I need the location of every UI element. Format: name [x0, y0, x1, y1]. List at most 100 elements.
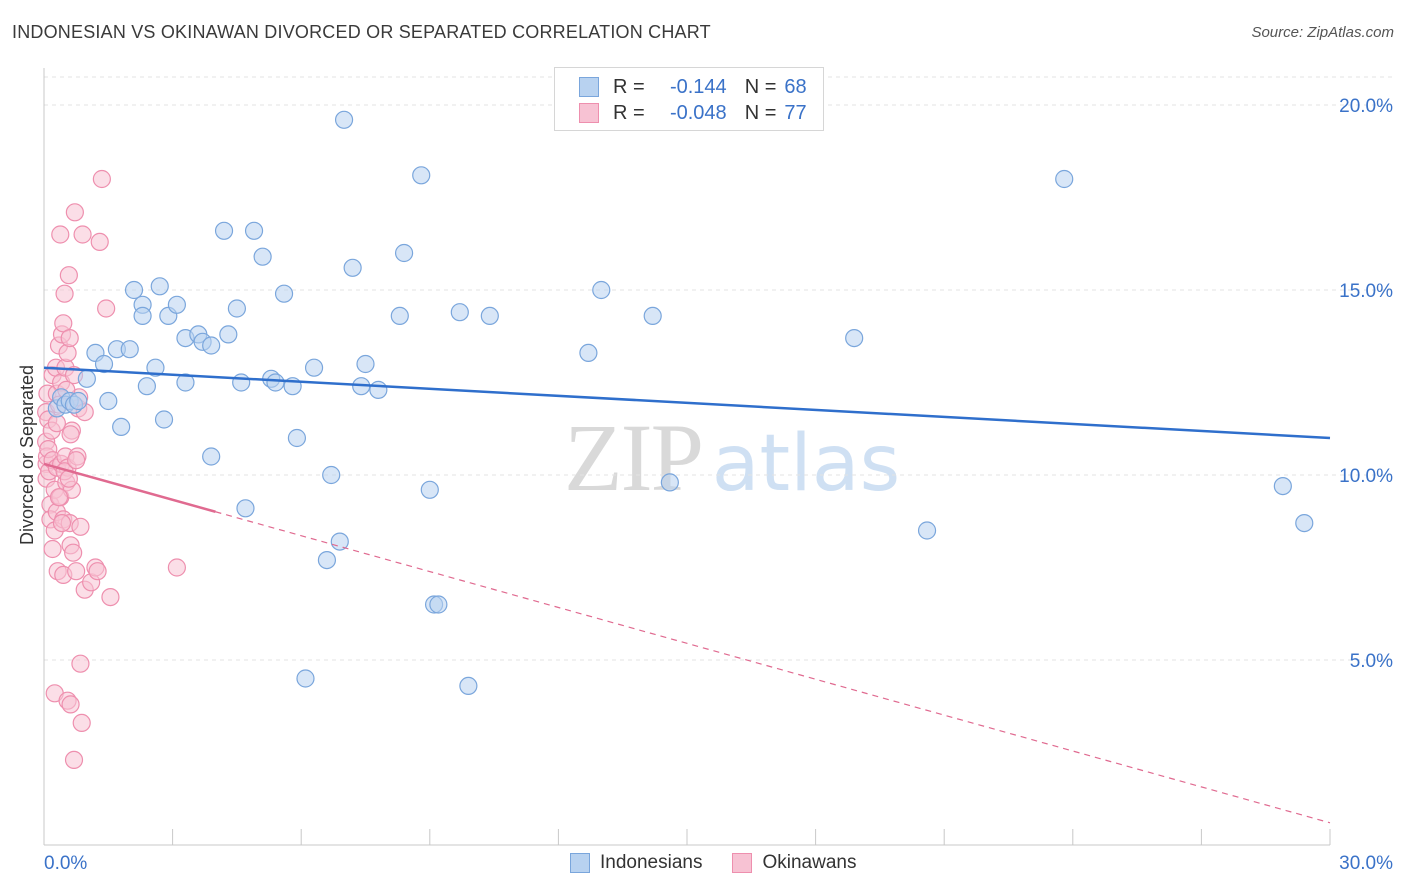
okinawans-swatch [579, 103, 599, 123]
indonesians-point-18 [154, 410, 174, 429]
indonesians-point-63 [917, 521, 937, 540]
okinawans-point-50 [67, 562, 86, 581]
n-value-okinawans: 77 [784, 101, 807, 124]
n-label: N = [744, 101, 777, 124]
indonesians-point-44 [334, 110, 354, 129]
indonesians-point-49 [390, 306, 409, 325]
indonesians-swatch [579, 77, 599, 97]
indonesians-point-54 [429, 595, 448, 614]
okinawans-point-67 [167, 558, 186, 577]
legend-item-okinawans: Okinawans [732, 852, 856, 874]
indonesians-point-20 [167, 295, 186, 314]
indonesians-point-62 [845, 329, 864, 348]
r-label: R = [613, 101, 645, 124]
okinawans-point-62 [88, 562, 107, 581]
okinawans-point-36 [58, 343, 77, 362]
indonesians-point-8 [94, 354, 114, 374]
okinawans-point-43 [61, 695, 80, 714]
okinawans-point-39 [59, 266, 78, 285]
y-axis-label: Divorced or Separated [17, 365, 37, 545]
okinawans-point-24 [51, 225, 70, 244]
watermark: ZIP atlas [564, 404, 900, 511]
okinawans-point-40 [60, 329, 79, 348]
n-value-indonesians: 68 [784, 75, 807, 98]
indonesians-point-47 [356, 354, 375, 374]
indonesians-point-56 [459, 676, 478, 696]
indonesians-point-16 [146, 358, 165, 377]
okinawans-point-46 [64, 543, 83, 562]
legend-row-indonesians: R = -0.144 N = 68 [579, 75, 807, 99]
indonesians-point-11 [112, 417, 131, 436]
indonesians-point-32 [244, 221, 264, 240]
indonesians-point-26 [202, 447, 221, 466]
indonesians-point-17 [150, 277, 169, 296]
okinawans-trend-line-dashed [215, 511, 1331, 824]
watermark-atlas: atlas [712, 419, 901, 509]
indonesians-point-55 [450, 303, 469, 322]
legend-label-okinawans: Okinawans [762, 852, 857, 873]
okinawans-point-73 [61, 425, 80, 444]
indonesians-point-33 [253, 247, 272, 266]
r-value-indonesians: -0.144 [669, 75, 727, 98]
indonesians-point-27 [214, 221, 234, 240]
indonesians-point-5 [69, 391, 88, 411]
grid-lines [44, 76, 1393, 661]
okinawans-trend-line-solid [43, 462, 216, 513]
indonesians-points [47, 110, 1314, 696]
indonesians-point-50 [394, 243, 414, 263]
indonesians-point-6 [77, 369, 96, 388]
indonesians-point-52 [420, 480, 439, 499]
chart-source: Source: ZipAtlas.com [1251, 24, 1394, 41]
okinawans-point-66 [101, 587, 120, 607]
n-label: N = [744, 75, 777, 98]
stats-legend: R = -0.144 N = 68 R = -0.048 N = 77 [554, 67, 824, 131]
indonesians-point-31 [236, 499, 255, 518]
r-label: R = [613, 75, 645, 98]
okinawans-point-57 [73, 225, 92, 244]
okinawans-point-75 [43, 539, 62, 559]
okinawans-point-63 [90, 232, 109, 251]
okinawans-point-76 [67, 451, 86, 470]
watermark-zip: ZIP [564, 404, 702, 511]
r-value-okinawans: -0.048 [669, 101, 727, 124]
y-tick-label-20: 20.0% [1339, 96, 1393, 117]
x-tick-label-max: 30.0% [1339, 853, 1393, 874]
indonesians-point-41 [317, 550, 337, 570]
x-ticks [43, 829, 1331, 845]
indonesians-point-13 [124, 280, 144, 300]
series-legend: Indonesians Okinawans [570, 852, 886, 874]
indonesians-point-59 [592, 280, 611, 300]
okinawans-point-32 [55, 284, 74, 303]
okinawans-point-68 [49, 488, 69, 507]
y-tick-label-15: 15.0% [1339, 281, 1393, 302]
indonesians-point-67 [137, 377, 156, 396]
indonesians-point-21 [176, 373, 195, 392]
legend-item-indonesians: Indonesians [570, 852, 702, 874]
indonesians-point-66 [1295, 513, 1314, 533]
indonesians-point-60 [643, 306, 662, 325]
y-tick-labels: 5.0% 10.0% 15.0% 20.0% [1339, 96, 1393, 672]
chart-title: INDONESIAN VS OKINAWAN DIVORCED OR SEPAR… [12, 22, 711, 42]
indonesians-point-45 [343, 258, 362, 277]
indonesians-point-30 [232, 373, 251, 392]
indonesians-point-40 [304, 358, 324, 377]
indonesians-point-64 [1055, 169, 1074, 189]
okinawans-legend-swatch [732, 853, 753, 873]
indonesians-point-29 [227, 299, 246, 318]
indonesians-point-36 [274, 284, 294, 303]
indonesians-point-15 [133, 306, 152, 325]
x-tick-label-min: 0.0% [44, 853, 87, 874]
indonesians-point-28 [219, 325, 238, 344]
okinawans-point-55 [71, 654, 90, 673]
okinawans-point-49 [65, 203, 84, 222]
indonesians-point-61 [660, 473, 679, 492]
legend-label-indonesians: Indonesians [600, 852, 703, 873]
indonesians-point-25 [202, 336, 221, 355]
okinawans-point-65 [97, 299, 116, 318]
indonesians-point-48 [369, 380, 388, 399]
indonesians-legend-swatch [570, 853, 590, 873]
okinawans-point-54 [71, 517, 90, 536]
okinawans-point-64 [92, 169, 111, 189]
indonesians-point-42 [322, 465, 341, 485]
